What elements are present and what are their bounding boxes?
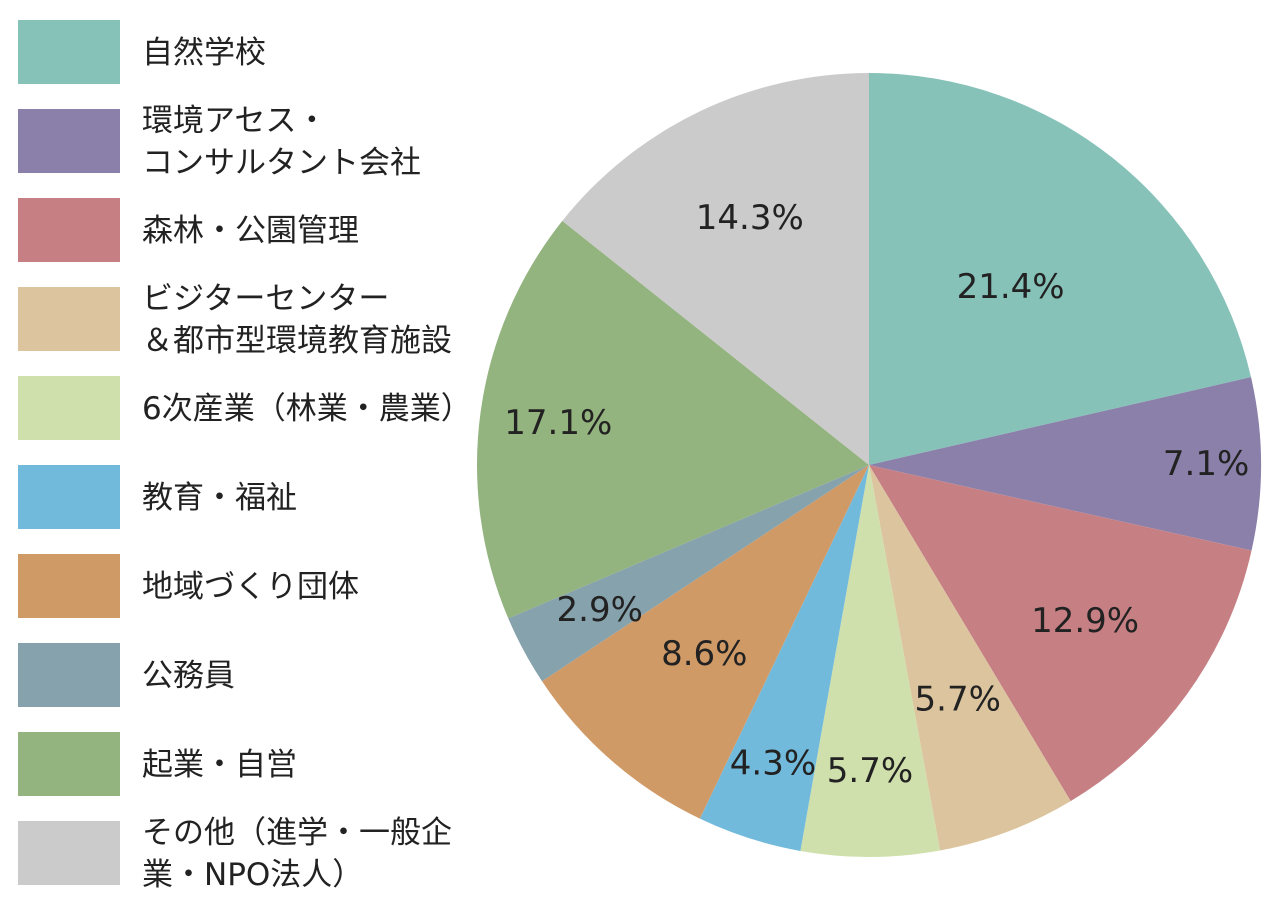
pie-slice-sixth-industry [800,465,941,857]
legend-item-nature-school: 自然学校 [18,20,488,86]
pie-slice-community-development [542,465,869,819]
pie-slice-label-forest-park-management: 12.9% [1031,601,1139,641]
legend-swatch-public-servant [18,643,120,707]
legend-item-visitor-center: ビジターセンター ＆都市型環境教育施設 [18,281,488,359]
legend-swatch-education-welfare [18,465,120,529]
legend-label-education-welfare: 教育・福祉 [142,480,297,516]
pie-slice-label-self-employed: 17.1% [504,403,612,443]
pie-slice-label-other: 14.3% [696,198,804,238]
legend-swatch-nature-school [18,20,120,84]
pie-slice-label-community-development: 8.6% [661,634,747,674]
legend-label-nature-school: 自然学校 [142,35,266,71]
legend-item-self-employed: 起業・自営 [18,732,488,798]
legend-swatch-sixth-industry [18,376,120,440]
pie-slice-label-education-welfare: 4.3% [730,744,816,784]
legend-item-public-servant: 公務員 [18,643,488,709]
pie-slice-public-servant [508,465,869,682]
legend-swatch-self-employed [18,732,120,796]
legend-label-self-employed: 起業・自営 [142,747,297,783]
legend-label-visitor-center: ビジターセンター ＆都市型環境教育施設 [142,281,452,359]
legend-swatch-community-development [18,554,120,618]
legend-label-community-development: 地域づくり団体 [142,569,359,605]
legend-swatch-other [18,821,120,885]
pie-slices [476,73,1261,857]
legend-swatch-visitor-center [18,287,120,351]
pie-slice-label-public-servant: 2.9% [557,590,643,630]
legend-swatch-forest-park-management [18,198,120,262]
pie-slice-forest-park-management [869,465,1252,802]
legend-label-sixth-industry: 6次産業（林業・農業） [142,391,472,427]
legend-item-education-welfare: 教育・福祉 [18,465,488,531]
legend-swatch-environmental-consulting [18,109,120,173]
pie-slice-label-visitor-center: 5.7% [915,680,1001,720]
legend-item-other: その他（進学・一般企業・NPO法人） [18,815,488,893]
pie-slice-environmental-consulting [869,377,1261,551]
pie-slice-labels: 21.4% 7.1% 12.9% 5.7%5.7% 4.3% 8.6% 2.9% 17.1% 1… [504,198,1249,791]
pie-slice-label-nature-school: 21.4% [957,267,1065,307]
legend-label-environmental-consulting: 環境アセス・ コンサルタント会社 [142,103,421,181]
pie-slice-education-welfare [699,465,869,851]
pie-slice-label-environmental-consulting: 7.1% [1163,444,1249,484]
legend-label-forest-park-management: 森林・公園管理 [142,213,359,249]
pie-slice-visitor-center [869,465,1071,851]
legend-item-forest-park-management: 森林・公園管理 [18,198,488,264]
legend-label-other: その他（進学・一般企業・NPO法人） [142,815,452,893]
pie-slice-self-employed [476,220,869,619]
pie-slice-other [562,73,869,465]
pie-slice-nature-school [869,73,1252,465]
pie-slice-label-sixth-industry: 5.7% [827,751,913,791]
legend-item-environmental-consulting: 環境アセス・ コンサルタント会社 [18,103,488,181]
legend-label-public-servant: 公務員 [142,658,235,694]
legend-item-community-development: 地域づくり団体 [18,554,488,620]
legend-item-sixth-industry: 6次産業（林業・農業） [18,376,488,442]
